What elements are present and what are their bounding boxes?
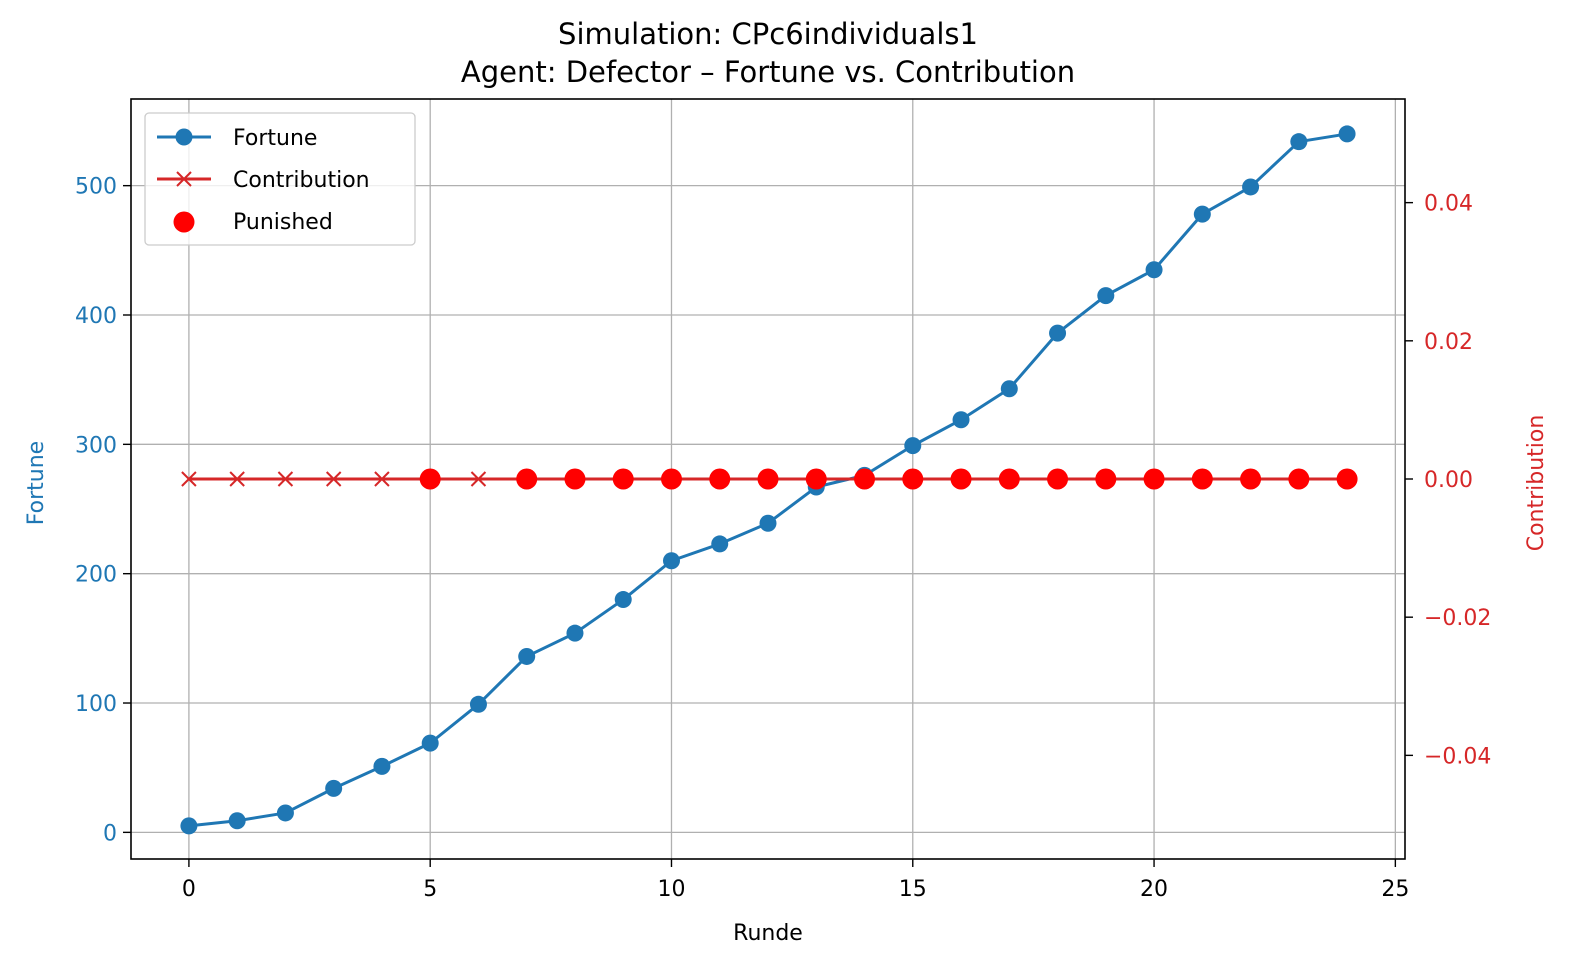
punished-point: [660, 468, 682, 490]
legend-fortune-label: Fortune: [233, 126, 317, 151]
y-axis-right-label: Contribution: [1524, 415, 1549, 552]
punished-point: [564, 468, 586, 490]
fortune-point: [518, 647, 536, 665]
punished-point: [1047, 468, 1069, 490]
legend-item-fortune: Fortune: [157, 126, 317, 151]
punished-point: [998, 468, 1020, 490]
fortune-point: [1000, 380, 1018, 398]
fortune-point: [759, 514, 777, 532]
fortune-point: [566, 624, 584, 642]
x-tick-label: 20: [1140, 877, 1168, 902]
punished-point: [1095, 468, 1117, 490]
fortune-point: [325, 779, 343, 797]
contribution-point: [325, 471, 342, 487]
fortune-point: [1049, 324, 1067, 342]
y-axis-left-label: Fortune: [24, 441, 49, 525]
y-right-tick-label: −0.02: [1424, 606, 1491, 631]
plot-series: [180, 125, 1358, 835]
x-tick-label: 25: [1381, 877, 1409, 902]
punished-point: [854, 468, 876, 490]
legend: Fortune Contribution Punished: [144, 112, 416, 246]
legend-contribution-marker: [176, 171, 192, 187]
fortune-point: [1242, 178, 1260, 196]
y-right-tick-label: 0.02: [1424, 330, 1473, 355]
contribution-point: [374, 471, 390, 487]
fortune-point: [276, 804, 294, 822]
punished-point: [902, 468, 924, 490]
y-left-tick-label: 200: [75, 563, 117, 588]
legend-item-contribution: Contribution: [157, 168, 370, 193]
y-left-tick-label: 0: [103, 821, 117, 846]
x-axis-label: Runde: [733, 921, 803, 946]
legend-contribution-label: Contribution: [233, 168, 370, 193]
punished-point: [805, 468, 827, 490]
contribution-point: [277, 471, 294, 487]
punished-point: [1336, 468, 1358, 490]
fortune-point: [1097, 287, 1115, 305]
fortune-point: [1145, 261, 1163, 279]
fortune-point: [904, 437, 922, 455]
legend-punished-marker: [173, 211, 195, 233]
chart-title: Simulation: CPc6individuals1: [558, 17, 978, 51]
fortune-point: [469, 695, 487, 713]
punished-point: [516, 468, 538, 490]
punished-point: [709, 468, 731, 490]
y-left-tick-label: 300: [75, 433, 117, 458]
legend-box: [144, 112, 416, 246]
fortune-point: [952, 411, 970, 429]
fortune-point: [662, 552, 680, 570]
legend-item-punished: Punished: [173, 210, 333, 235]
fortune-point: [711, 535, 729, 553]
punished-point: [1143, 468, 1165, 490]
y-right-tick-label: −0.04: [1424, 744, 1491, 769]
punished-point: [1288, 468, 1310, 490]
legend-fortune-marker: [175, 128, 193, 146]
fortune-point: [228, 812, 246, 830]
axes: 0 5 10 15 20 25 0 100 200 300 400 500 −0.04 −0.02 0.00…: [75, 175, 1491, 902]
chart-subtitle: Agent: Defector – Fortune vs. Contributi…: [461, 55, 1075, 89]
x-tick-label: 0: [182, 877, 196, 902]
fortune-point: [614, 591, 632, 609]
punished-point: [612, 468, 634, 490]
y-right-tick-label: 0.04: [1424, 192, 1473, 217]
y-left-tick-label: 100: [75, 692, 117, 717]
x-tick-label: 15: [899, 877, 927, 902]
fortune-point: [180, 817, 198, 835]
punished-point: [950, 468, 972, 490]
punished-point: [1191, 468, 1213, 490]
punished-point: [419, 468, 441, 490]
fortune-point: [373, 757, 391, 775]
fortune-point: [1290, 133, 1308, 151]
legend-punished-label: Punished: [233, 210, 333, 235]
fortune-point: [421, 734, 439, 752]
contribution-point: [229, 471, 245, 487]
x-tick-label: 5: [423, 877, 437, 902]
fortune-point: [1338, 125, 1356, 143]
punished-point: [1240, 468, 1262, 490]
contribution-point: [470, 471, 487, 487]
x-tick-label: 10: [657, 877, 685, 902]
y-right-tick-label: 0.00: [1424, 468, 1473, 493]
contribution-point: [181, 471, 197, 487]
y-left-tick-label: 500: [75, 175, 117, 200]
y-left-tick-label: 400: [75, 304, 117, 329]
punished-point: [757, 468, 779, 490]
fortune-point: [1193, 205, 1211, 223]
